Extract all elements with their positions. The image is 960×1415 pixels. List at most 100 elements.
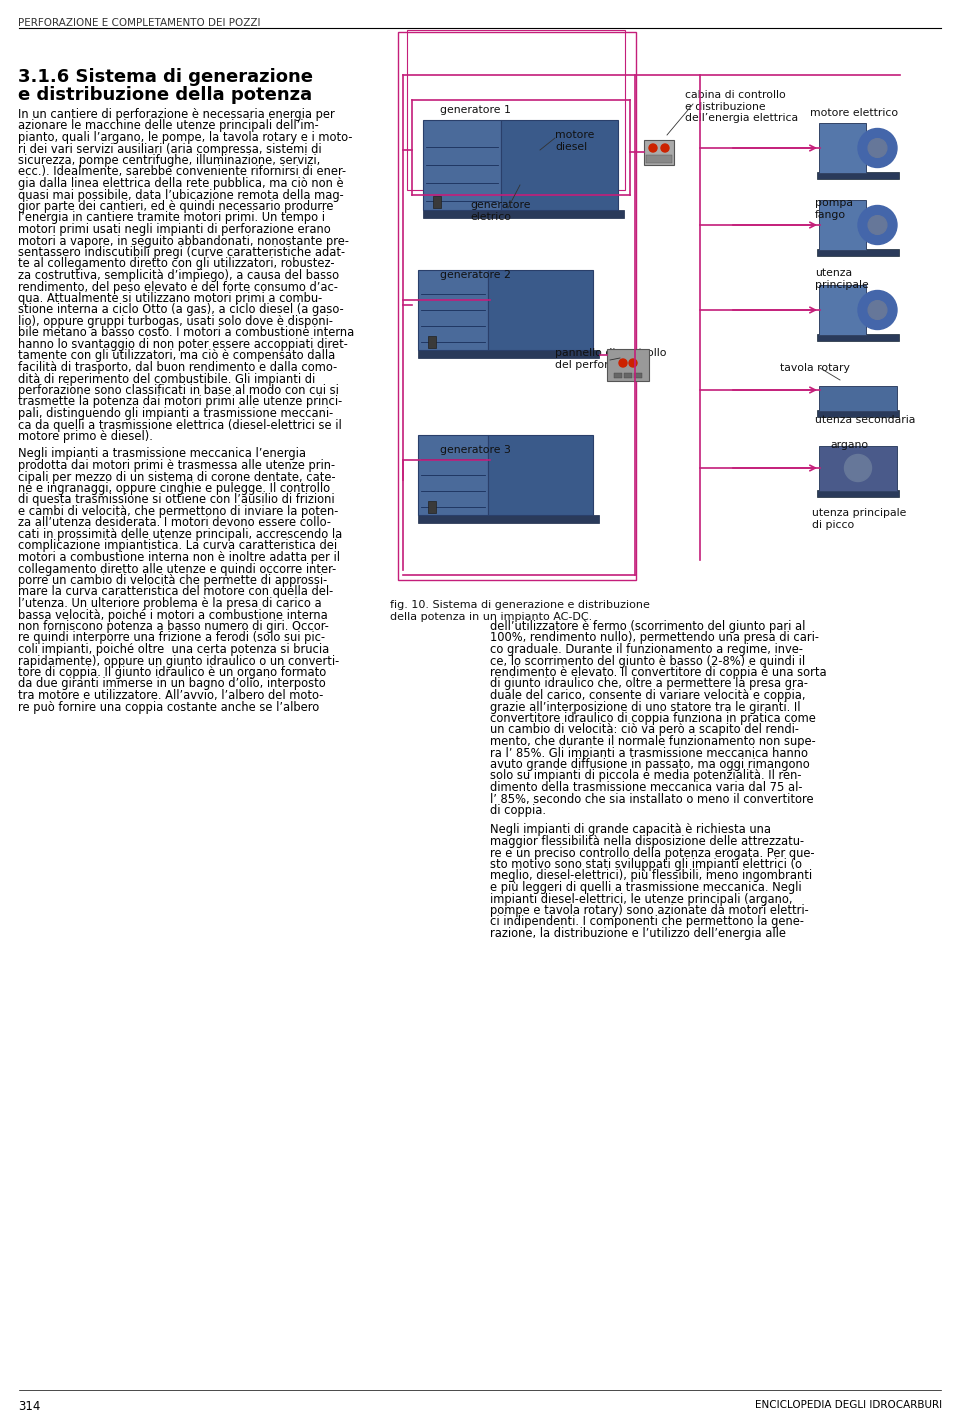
Text: da due giranti immerse in un bagno d’olio, interposto: da due giranti immerse in un bagno d’oli…	[18, 678, 325, 691]
Text: PERFORAZIONE E COMPLETAMENTO DEI POZZI: PERFORAZIONE E COMPLETAMENTO DEI POZZI	[18, 18, 260, 28]
Bar	[407, 30, 625, 190]
Text: dità di reperimento del combustibile. Gli impianti di: dità di reperimento del combustibile. Gl…	[18, 372, 315, 385]
Bar	[398, 33, 636, 580]
Text: l’utenza. Un ulteriore problema è la presa di carico a: l’utenza. Un ulteriore problema è la pre…	[18, 597, 322, 610]
Text: stione interna a ciclo Otto (a gas), a ciclo diesel (a gaso-: stione interna a ciclo Otto (a gas), a c…	[18, 303, 344, 317]
Text: gior parte dei cantieri, ed è quindi necessario produrre: gior parte dei cantieri, ed è quindi nec…	[18, 200, 333, 214]
Text: collegamento diretto alle utenze e quindi occorre inter-: collegamento diretto alle utenze e quind…	[18, 563, 336, 576]
Text: sto motivo sono stati sviluppati gli impianti elettrici (o: sto motivo sono stati sviluppati gli imp…	[490, 857, 802, 872]
Text: cipali per mezzo di un sistema di corone dentate, cate-: cipali per mezzo di un sistema di corone…	[18, 471, 336, 484]
Text: 314: 314	[18, 1399, 40, 1414]
Text: tavola rotary: tavola rotary	[780, 364, 850, 374]
Text: perforazione sono classificati in base al modo con cui si: perforazione sono classificati in base a…	[18, 383, 339, 398]
Text: pannello di controllo
del perforatore: pannello di controllo del perforatore	[555, 348, 666, 369]
Text: sicurezza, pompe centrifughe, illuminazione, servizi,: sicurezza, pompe centrifughe, illuminazi…	[18, 154, 321, 167]
Text: motori a combustione interna non è inoltre adatta per il: motori a combustione interna non è inolt…	[18, 550, 340, 565]
Text: tra motore e utilizzatore. All’avvio, l’albero del moto-: tra motore e utilizzatore. All’avvio, l’…	[18, 689, 324, 702]
Text: co graduale. Durante il funzionamento a regime, inve-: co graduale. Durante il funzionamento a …	[490, 642, 803, 657]
Bar	[418, 515, 598, 524]
Circle shape	[868, 215, 887, 235]
FancyBboxPatch shape	[488, 270, 592, 350]
Text: ca da quelli a trasmissione elettrica (diesel-elettrici se il: ca da quelli a trasmissione elettrica (d…	[18, 419, 342, 432]
Bar	[427, 501, 436, 514]
Text: rendimento, del peso elevato e del forte consumo d’ac-: rendimento, del peso elevato e del forte…	[18, 280, 338, 293]
Text: maggior flessibilità nella disposizione delle attrezzatu-: maggior flessibilità nella disposizione …	[490, 835, 804, 848]
Circle shape	[619, 359, 627, 366]
Text: pompe e tavola rotary) sono azionate da motori elettri-: pompe e tavola rotary) sono azionate da …	[490, 904, 808, 917]
Text: impianti diesel-elettrici, le utenze principali (argano,: impianti diesel-elettrici, le utenze pri…	[490, 893, 793, 906]
Bar	[644, 140, 674, 164]
Text: za all’utenza desiderata. I motori devono essere collo-: za all’utenza desiderata. I motori devon…	[18, 516, 331, 529]
FancyBboxPatch shape	[418, 270, 488, 350]
Text: Negli impianti di grande capacità è richiesta una: Negli impianti di grande capacità è rich…	[490, 824, 771, 836]
Text: motori a vapore, in seguito abbandonati, nonostante pre-: motori a vapore, in seguito abbandonati,…	[18, 235, 349, 248]
Text: prodotta dai motori primi è trasmessa alle utenze prin-: prodotta dai motori primi è trasmessa al…	[18, 458, 335, 473]
Text: facilità di trasporto, dal buon rendimento e dalla como-: facilità di trasporto, dal buon rendimen…	[18, 361, 337, 374]
Bar	[817, 249, 899, 256]
Bar	[418, 350, 598, 358]
Text: argano: argano	[830, 440, 868, 450]
FancyBboxPatch shape	[819, 446, 897, 491]
Bar	[817, 410, 899, 417]
Text: re e un preciso controllo della potenza erogata. Per que-: re e un preciso controllo della potenza …	[490, 846, 815, 859]
Text: azionare le macchine delle utenze principali dell’im-: azionare le macchine delle utenze princi…	[18, 119, 319, 133]
Text: ci indipendenti. I componenti che permettono la gene-: ci indipendenti. I componenti che permet…	[490, 916, 804, 928]
Text: 3.1.6 Sistema di generazione: 3.1.6 Sistema di generazione	[18, 68, 313, 86]
Text: meglio, diesel-elettrici), più flessibili, meno ingombranti: meglio, diesel-elettrici), più flessibil…	[490, 869, 812, 883]
Text: trasmette la potenza dai motori primi alle utenze princi-: trasmette la potenza dai motori primi al…	[18, 396, 343, 409]
Text: di coppia.: di coppia.	[490, 804, 546, 816]
Bar	[427, 335, 436, 348]
Text: e più leggeri di quelli a trasmissione meccanica. Negli: e più leggeri di quelli a trasmissione m…	[490, 882, 802, 894]
Text: complicazione impiantistica. La curva caratteristica dei: complicazione impiantistica. La curva ca…	[18, 539, 337, 552]
Circle shape	[661, 144, 669, 151]
Text: ra l’ 85%. Gli impianti a trasmissione meccanica hanno: ra l’ 85%. Gli impianti a trasmissione m…	[490, 747, 808, 760]
Text: Negli impianti a trasmissione meccanica l’energia: Negli impianti a trasmissione meccanica …	[18, 447, 306, 460]
Text: ne e ingranaggi, oppure cinghie e pulegge. Il controllo: ne e ingranaggi, oppure cinghie e pulegg…	[18, 483, 330, 495]
FancyBboxPatch shape	[819, 386, 897, 410]
Circle shape	[845, 454, 872, 481]
Circle shape	[858, 205, 897, 245]
Circle shape	[858, 290, 897, 330]
Circle shape	[868, 139, 887, 157]
Text: l’energia in cantiere tramite motori primi. Un tempo i: l’energia in cantiere tramite motori pri…	[18, 211, 325, 225]
Text: pianto, quali l’argano, le pompe, la tavola rotary e i moto-: pianto, quali l’argano, le pompe, la tav…	[18, 132, 352, 144]
Text: razione, la distribuzione e l’utilizzo dell’energia alle: razione, la distribuzione e l’utilizzo d…	[490, 927, 786, 940]
Text: convertitore idraulico di coppia funziona in pratica come: convertitore idraulico di coppia funzion…	[490, 712, 816, 724]
Text: ecc.). Idealmente, sarebbe conveniente rifornirsi di ener-: ecc.). Idealmente, sarebbe conveniente r…	[18, 166, 347, 178]
Text: motore elettrico: motore elettrico	[810, 108, 899, 117]
Bar	[433, 197, 441, 208]
Text: sentassero indiscutibili pregi (curve caratteristiche adat-: sentassero indiscutibili pregi (curve ca…	[18, 246, 346, 259]
Text: utenza principale
di picco: utenza principale di picco	[812, 508, 906, 529]
Text: un cambio di velocità: ciò va però a scapito del rendi-: un cambio di velocità: ciò va però a sca…	[490, 723, 799, 736]
FancyBboxPatch shape	[819, 200, 866, 250]
FancyBboxPatch shape	[819, 123, 866, 173]
Text: re può fornire una coppia costante anche se l’albero: re può fornire una coppia costante anche…	[18, 700, 320, 713]
Bar	[646, 154, 672, 163]
Text: rendimento è elevato. Il convertitore di coppia è una sorta: rendimento è elevato. Il convertitore di…	[490, 666, 827, 679]
Circle shape	[629, 359, 637, 366]
Text: hanno lo svantaggio di non poter essere accoppiati diret-: hanno lo svantaggio di non poter essere …	[18, 338, 348, 351]
Text: e distribuzione della potenza: e distribuzione della potenza	[18, 86, 312, 103]
Text: l’ 85%, secondo che sia installato o meno il convertitore: l’ 85%, secondo che sia installato o men…	[490, 792, 814, 805]
Circle shape	[858, 129, 897, 167]
Text: tamente con gli utilizzatori, ma ciò è compensato dalla: tamente con gli utilizzatori, ma ciò è c…	[18, 350, 335, 362]
Text: duale del carico, consente di variare velocità e coppia,: duale del carico, consente di variare ve…	[490, 689, 805, 702]
Bar	[817, 334, 899, 341]
Text: motore primo è diesel).: motore primo è diesel).	[18, 430, 153, 443]
Text: re quindi interporre una frizione a ferodi (solo sui pic-: re quindi interporre una frizione a fero…	[18, 631, 325, 644]
Bar	[817, 490, 899, 497]
Text: generatore 3: generatore 3	[440, 444, 511, 456]
Text: pali, distinguendo gli impianti a trasmissione meccani-: pali, distinguendo gli impianti a trasmi…	[18, 408, 333, 420]
Text: grazie all’interposizione di uno statore tra le giranti. Il: grazie all’interposizione di uno statore…	[490, 700, 801, 713]
Text: generatore 1: generatore 1	[440, 105, 511, 115]
Text: dimento della trasmissione meccanica varia dal 75 al-: dimento della trasmissione meccanica var…	[490, 781, 803, 794]
FancyBboxPatch shape	[488, 434, 592, 515]
Bar	[817, 173, 899, 180]
Text: coli impianti, poiché oltre  una certa potenza si brucia: coli impianti, poiché oltre una certa po…	[18, 642, 329, 657]
Text: ri dei vari servizi ausiliari (aria compressa, sistemi di: ri dei vari servizi ausiliari (aria comp…	[18, 143, 322, 156]
Text: gia dalla linea elettrica della rete pubblica, ma ciò non è: gia dalla linea elettrica della rete pub…	[18, 177, 344, 190]
Text: generatore 2: generatore 2	[440, 270, 511, 280]
Text: lio), oppure gruppi turbogas, usati solo dove è disponi-: lio), oppure gruppi turbogas, usati solo…	[18, 316, 333, 328]
Text: pompa
fango: pompa fango	[815, 198, 853, 219]
Text: utenza secondaria: utenza secondaria	[815, 415, 916, 424]
